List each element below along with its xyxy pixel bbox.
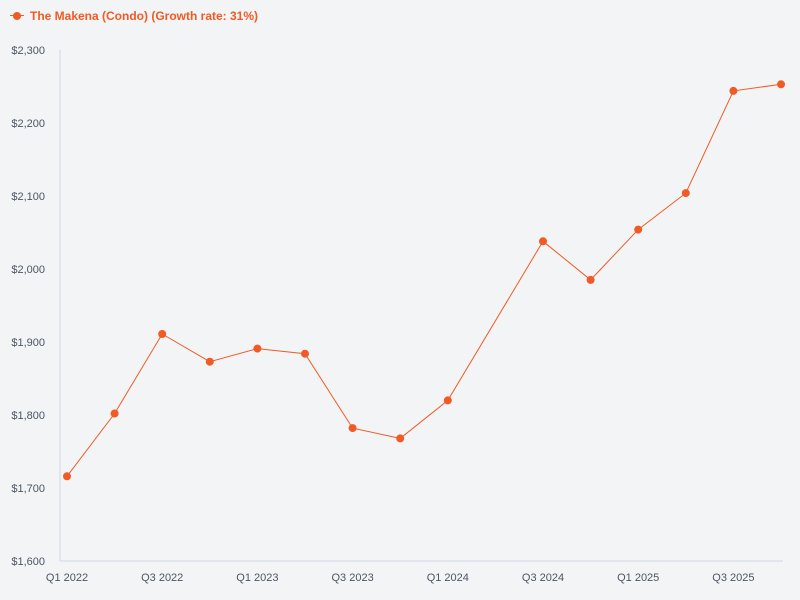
- series-line: [66, 83, 782, 477]
- data-point: [205, 357, 214, 366]
- data-point: [777, 80, 785, 89]
- data-point: [539, 237, 547, 246]
- x-tick-label: Q1 2022: [46, 572, 88, 584]
- y-tick-label: $2,000: [11, 264, 45, 276]
- x-tick-label: Q1 2024: [427, 572, 469, 584]
- y-tick-label: $2,300: [11, 45, 45, 57]
- legend-marker-dot: [13, 12, 21, 20]
- y-tick-label: $2,100: [11, 191, 45, 203]
- legend-label: The Makena (Condo) (Growth rate: 31%): [30, 9, 259, 23]
- y-tick-label: $2,200: [11, 118, 45, 130]
- data-point: [586, 275, 595, 284]
- x-tick-label: Q3 2025: [712, 572, 754, 584]
- y-tick-label: $1,800: [11, 410, 45, 422]
- y-tick-label: $1,700: [11, 483, 45, 495]
- data-point: [110, 409, 119, 418]
- x-tick-label: Q1 2025: [617, 572, 659, 584]
- data-point: [396, 434, 405, 443]
- data-point: [681, 189, 690, 198]
- x-tick-label: Q3 2022: [141, 572, 183, 584]
- data-point: [301, 349, 309, 358]
- y-tick-label: $1,900: [11, 337, 45, 349]
- data-point: [253, 344, 262, 353]
- data-point: [729, 86, 738, 95]
- y-tick-label: $1,600: [11, 556, 45, 568]
- data-point: [443, 396, 452, 405]
- data-point: [348, 424, 357, 433]
- data-point: [158, 330, 167, 338]
- x-tick-label: Q3 2024: [522, 572, 564, 584]
- x-tick-label: Q1 2023: [236, 572, 278, 584]
- data-point: [634, 225, 643, 234]
- legend-item[interactable]: The Makena (Condo) (Growth rate: 31%): [10, 9, 258, 23]
- data-point: [63, 472, 71, 481]
- legend-marker-icon: [10, 10, 24, 22]
- x-tick-label: Q3 2023: [331, 572, 373, 584]
